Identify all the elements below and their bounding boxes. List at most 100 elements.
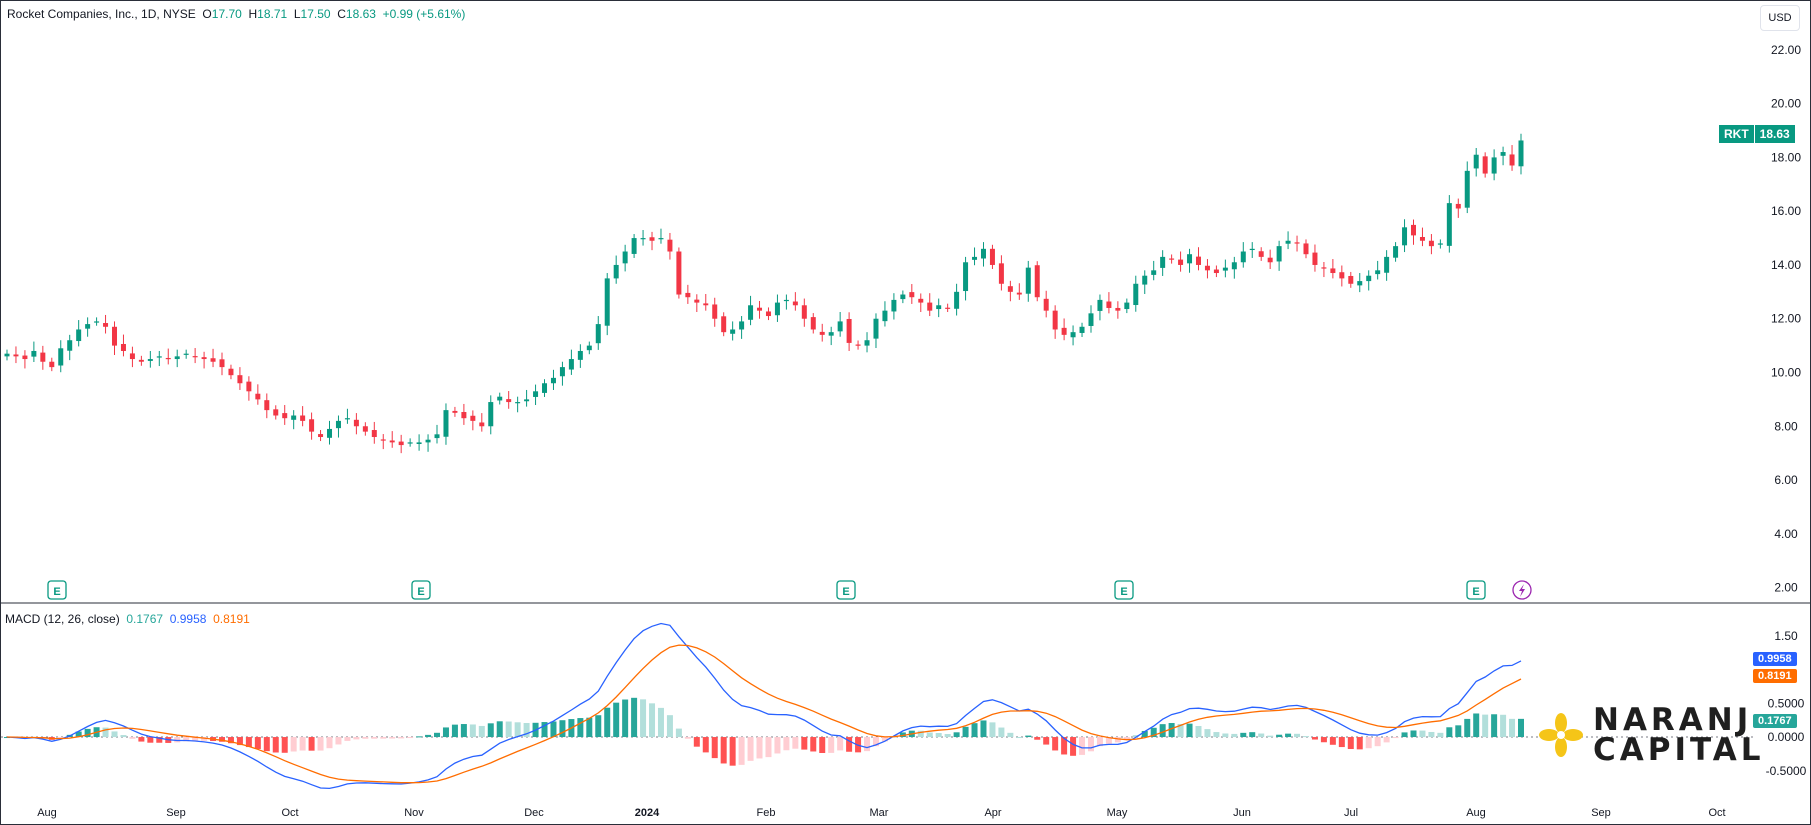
candle: [1446, 195, 1452, 253]
macd-histogram-bar: [281, 737, 288, 753]
macd-tick-label: 0.0000: [1768, 730, 1805, 744]
macd-signal-line: [6, 644, 1522, 784]
candle-body: [452, 410, 458, 413]
candle: [443, 403, 449, 445]
candle-body: [282, 413, 288, 419]
candle-body: [416, 442, 422, 444]
candle: [927, 293, 933, 317]
macd-histogram-bar: [1329, 737, 1336, 745]
change-value: +0.99 (+5.61%): [382, 7, 466, 21]
earnings-icon: E: [1114, 580, 1134, 600]
candle-body: [1106, 301, 1112, 308]
macd-histogram-bar: [971, 723, 978, 738]
candle-body: [1195, 256, 1201, 265]
macd-histogram-bar: [1213, 732, 1220, 738]
macd-histogram-bar: [1437, 732, 1444, 738]
open-value: 17.70: [211, 7, 242, 21]
candle: [658, 228, 664, 244]
candle: [1007, 280, 1013, 302]
macd-histogram-bar: [353, 737, 360, 740]
candle-body: [1393, 246, 1399, 258]
macd-histogram-bar: [729, 737, 736, 766]
candle-body: [685, 292, 691, 298]
candle: [855, 340, 861, 350]
candle-body: [783, 299, 789, 302]
candle-body: [918, 298, 924, 303]
candle: [712, 297, 718, 327]
candle-body: [649, 237, 655, 241]
candle: [1482, 152, 1488, 178]
candle: [1079, 322, 1085, 338]
macd-histogram-bar: [675, 728, 682, 738]
candle: [542, 379, 548, 397]
earnings-icon: E: [47, 580, 67, 600]
macd-histogram-bar: [586, 717, 593, 738]
candle-body: [112, 326, 118, 346]
price-tick-label: 6.00: [1774, 473, 1798, 487]
candle-body: [542, 383, 548, 393]
candle: [1330, 259, 1336, 279]
candle: [1034, 261, 1040, 302]
macd-histogram-bar: [810, 737, 817, 752]
candle: [380, 434, 386, 450]
candle-body: [58, 348, 64, 366]
macd-tick-label: 0.5000: [1768, 696, 1805, 710]
currency-button[interactable]: USD: [1760, 5, 1800, 31]
candle-body: [103, 323, 109, 327]
candle-body: [4, 353, 10, 357]
macd-histogram-bar: [1338, 737, 1345, 748]
candle: [1285, 231, 1291, 250]
macd-histogram-bar: [1285, 733, 1292, 738]
candle-body: [963, 262, 969, 292]
macd-histogram-bar: [1007, 732, 1014, 738]
time-tick-label: Oct: [1708, 807, 1725, 819]
candle: [1321, 261, 1327, 278]
macd-histogram-bar: [783, 737, 790, 751]
candle: [1088, 305, 1094, 333]
candle-body: [1312, 252, 1318, 265]
candle-body: [1482, 156, 1488, 174]
candle-body: [515, 402, 521, 404]
macd-histogram-bar: [1096, 737, 1103, 747]
candle-body: [1133, 283, 1139, 306]
candle: [1384, 250, 1390, 281]
macd-histogram-bar: [442, 727, 449, 738]
macd-histogram-bar: [541, 722, 548, 738]
candle-body: [676, 251, 682, 295]
macd-histogram-bar: [819, 737, 826, 753]
candle-body: [757, 307, 763, 311]
candle: [506, 391, 512, 409]
candle-body: [210, 358, 216, 362]
candle-body: [1384, 256, 1390, 273]
candle-body: [972, 256, 978, 260]
candle: [765, 307, 771, 321]
macd-histogram-bar: [416, 736, 423, 738]
macd-histogram-bar: [1052, 737, 1059, 751]
macd-histogram-bar: [317, 737, 324, 751]
macd-hist-value: 0.1767: [126, 612, 164, 626]
candle: [470, 410, 476, 431]
macd-histogram-bar: [1473, 713, 1480, 738]
candle: [201, 351, 207, 369]
candle-body: [22, 355, 28, 360]
candle: [1169, 254, 1175, 264]
candle-body: [85, 324, 91, 329]
macd-histogram-bar: [622, 699, 629, 738]
macd-histogram-bar: [84, 728, 91, 738]
candle: [237, 367, 243, 390]
candle: [954, 283, 960, 316]
macd-histogram-bar: [308, 737, 315, 751]
candle-body: [1267, 257, 1273, 263]
candle-body: [1052, 310, 1058, 330]
time-tick-label: Mar: [870, 807, 889, 819]
macd-histogram-bar: [1267, 735, 1274, 738]
candle: [685, 284, 691, 304]
macd-histogram-bar: [899, 732, 906, 738]
candle-body: [1357, 281, 1363, 286]
candle-body: [1285, 240, 1291, 244]
price-tick-label: 4.00: [1774, 527, 1798, 541]
candle: [335, 415, 341, 438]
macd-histogram-bar: [926, 732, 933, 738]
